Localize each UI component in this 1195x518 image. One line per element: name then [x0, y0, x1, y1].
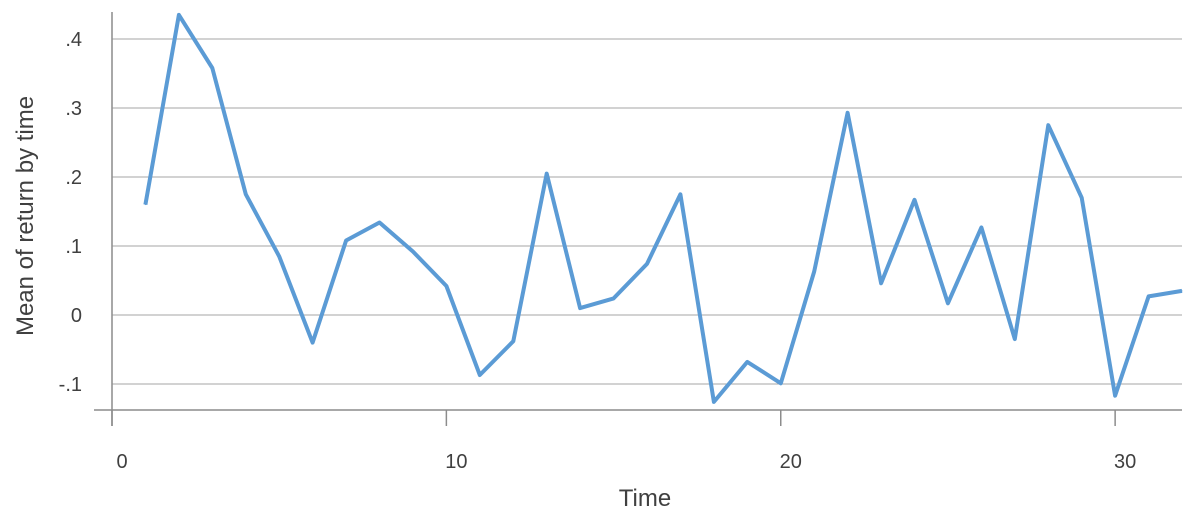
data-point: [445, 285, 447, 287]
y-tick-label: .3: [65, 98, 82, 120]
gridlines: [112, 38, 1182, 385]
data-point: [947, 302, 949, 304]
tick-labels: -.1 0 .1 .2 .3 .4 0 10 20 30: [59, 29, 1137, 473]
data-point: [746, 361, 748, 363]
data-point: [178, 14, 180, 16]
data-point: [1047, 124, 1049, 126]
data-point: [613, 297, 615, 299]
data-point: [1081, 197, 1083, 199]
series-line: [143, 12, 1183, 404]
data-point: [880, 282, 882, 284]
data-point: [780, 382, 782, 384]
data-point: [546, 173, 548, 175]
data-point: [278, 255, 280, 257]
data-point: [813, 271, 815, 272]
data-point: [412, 251, 414, 252]
data-point: [512, 340, 514, 342]
data-point: [245, 193, 247, 195]
data-point: [479, 374, 481, 376]
y-axis-title: Mean of return by time: [12, 96, 39, 336]
data-point: [312, 342, 314, 344]
data-point: [679, 193, 681, 195]
x-axis-title: Time: [619, 485, 671, 512]
x-tick-label: 30: [1114, 451, 1136, 473]
data-point: [1114, 395, 1116, 397]
data-point: [980, 226, 982, 228]
x-tick-label: 10: [445, 451, 467, 473]
axes: [94, 12, 1182, 426]
data-point: [379, 222, 380, 223]
series-layer: [143, 12, 1183, 404]
data-point: [1181, 290, 1183, 292]
data-point: [345, 240, 347, 241]
data-point: [1014, 338, 1016, 340]
data-point: [646, 263, 648, 265]
data-point: [579, 307, 581, 309]
data-point: [847, 112, 849, 114]
x-tick-label: 0: [116, 451, 127, 473]
data-point: [1148, 295, 1150, 297]
data-point: [713, 401, 715, 403]
y-tick-label: 0: [71, 305, 82, 327]
data-point: [914, 199, 915, 201]
data-point: [211, 67, 213, 69]
data-point: [144, 204, 146, 206]
y-tick-label: .2: [65, 167, 82, 189]
y-tick-label: .4: [65, 29, 82, 51]
x-tick-label: 20: [780, 451, 802, 473]
y-tick-label: -.1: [59, 374, 82, 396]
y-tick-label: .1: [65, 236, 82, 258]
